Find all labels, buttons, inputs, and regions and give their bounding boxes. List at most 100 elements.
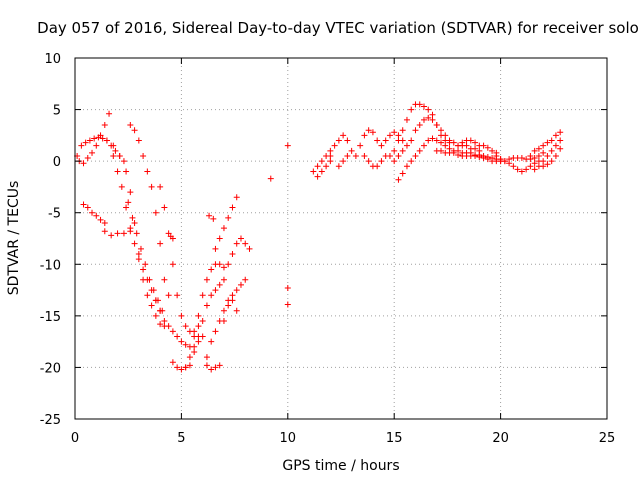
- data-point: [408, 137, 415, 144]
- data-point: [284, 301, 291, 308]
- data-point: [135, 250, 142, 257]
- x-tick-label: 25: [599, 431, 616, 446]
- data-point: [552, 132, 559, 139]
- data-point: [395, 152, 402, 159]
- data-point: [284, 142, 291, 149]
- data-point: [220, 318, 227, 325]
- data-point: [318, 158, 325, 165]
- series-arc7: [127, 122, 172, 299]
- data-point: [220, 276, 227, 283]
- data-point: [246, 245, 253, 252]
- data-point: [467, 137, 474, 144]
- data-point: [142, 261, 149, 268]
- y-tick-label: -10: [40, 258, 61, 273]
- x-tick-label: 20: [492, 431, 509, 446]
- data-point: [216, 281, 223, 288]
- data-point: [472, 139, 479, 146]
- data-point: [531, 147, 538, 154]
- data-point: [157, 307, 164, 314]
- data-point: [310, 168, 317, 175]
- data-point: [408, 158, 415, 165]
- data-point: [438, 147, 445, 154]
- data-point: [506, 156, 513, 163]
- data-point: [150, 287, 157, 294]
- data-point: [327, 158, 334, 165]
- data-point: [420, 103, 427, 110]
- data-point: [403, 163, 410, 170]
- data-point: [186, 362, 193, 369]
- series-arc14: [191, 276, 227, 355]
- data-point: [80, 160, 87, 167]
- data-point: [191, 328, 198, 335]
- data-point: [212, 287, 219, 294]
- series-arc20: [220, 297, 240, 325]
- data-point: [123, 168, 130, 175]
- data-point: [544, 161, 551, 168]
- series-arc27: [382, 129, 406, 144]
- data-point: [442, 132, 449, 139]
- data-point: [518, 168, 525, 175]
- data-point: [127, 122, 134, 129]
- series-arc24: [335, 147, 359, 170]
- data-point: [144, 168, 151, 175]
- data-point: [472, 152, 479, 159]
- data-point: [208, 266, 215, 273]
- data-point: [412, 152, 419, 159]
- data-point: [378, 158, 385, 165]
- data-point: [395, 132, 402, 139]
- grid-layer: [75, 58, 607, 419]
- data-point: [233, 194, 240, 201]
- data-point: [110, 142, 117, 149]
- series-arc31: [433, 147, 504, 165]
- data-point: [229, 292, 236, 299]
- series-arc4: [101, 228, 134, 239]
- data-point: [318, 168, 325, 175]
- data-point: [527, 152, 534, 159]
- data-point: [206, 212, 213, 219]
- series-arc35: [527, 129, 564, 159]
- data-point: [548, 158, 555, 165]
- data-point: [540, 163, 547, 170]
- data-point: [480, 142, 487, 149]
- data-point: [535, 152, 542, 159]
- data-point: [225, 214, 232, 221]
- series-isolated: [267, 142, 291, 308]
- series-arc15: [203, 276, 249, 361]
- data-point: [535, 145, 542, 152]
- data-point: [157, 321, 164, 328]
- data-point: [399, 170, 406, 177]
- data-point: [161, 276, 168, 283]
- chart-title: Day 057 of 2016, Sidereal Day-to-day VTE…: [37, 19, 639, 37]
- data-point: [425, 137, 432, 144]
- data-point: [97, 132, 104, 139]
- data-point: [131, 240, 138, 247]
- data-point: [93, 212, 100, 219]
- data-point: [165, 292, 172, 299]
- data-point: [78, 142, 85, 149]
- data-point: [169, 328, 176, 335]
- data-point: [242, 240, 249, 247]
- data-point: [229, 204, 236, 211]
- data-point: [161, 318, 168, 325]
- data-point: [114, 168, 121, 175]
- data-point: [327, 147, 334, 154]
- data-point: [369, 129, 376, 136]
- data-point: [361, 152, 368, 159]
- data-point: [416, 101, 423, 108]
- data-point: [335, 137, 342, 144]
- data-point: [540, 158, 547, 165]
- data-point: [557, 145, 564, 152]
- data-point: [191, 348, 198, 355]
- data-point: [178, 366, 185, 373]
- data-point: [544, 139, 551, 146]
- data-point: [174, 333, 181, 340]
- data-point: [157, 183, 164, 190]
- data-point: [165, 323, 172, 330]
- data-point: [438, 127, 445, 134]
- data-points-layer: [74, 101, 564, 373]
- plot-frame: [74, 57, 608, 420]
- data-point: [416, 147, 423, 154]
- data-point: [340, 132, 347, 139]
- data-point: [93, 142, 100, 149]
- x-tick-label: 15: [386, 431, 403, 446]
